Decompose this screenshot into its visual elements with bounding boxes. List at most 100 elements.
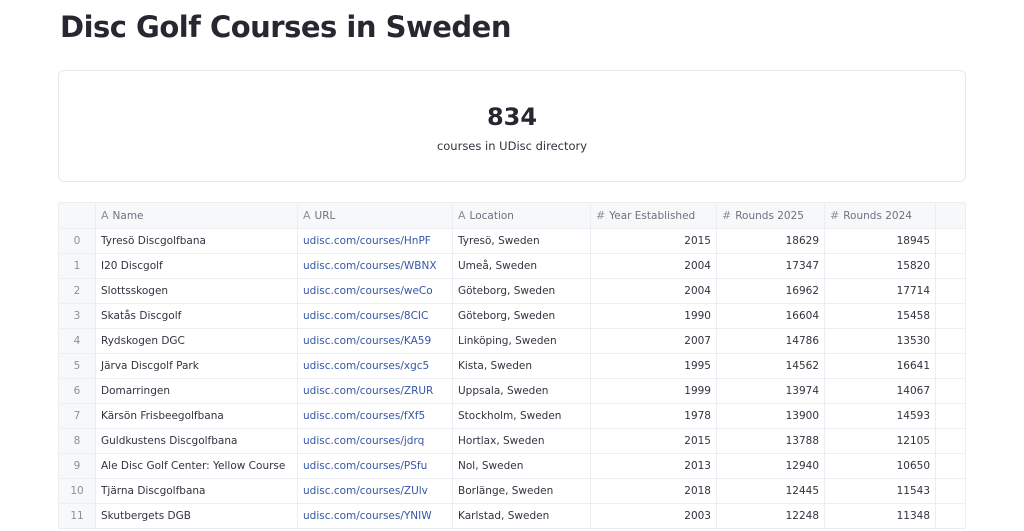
url-cell[interactable]: udisc.com/courses/fXf5 <box>297 403 453 429</box>
table-cell: Järva Discgolf Park <box>95 353 298 379</box>
table-cell: Domarringen <box>95 378 298 404</box>
table-cell: 12105 <box>824 428 936 454</box>
table-cell: 16604 <box>716 303 825 329</box>
table-cell: Rydskogen DGC <box>95 328 298 354</box>
table-cell: 14562 <box>716 353 825 379</box>
table-cell: Göteborg, Sweden <box>452 278 591 304</box>
table-cell: 11543 <box>824 478 936 504</box>
row-spacer <box>935 478 966 504</box>
table-row: 1 I20 Discgolf udisc.com/courses/WBNX Umeå,… <box>58 253 966 279</box>
table-cell: Nol, Sweden <box>452 453 591 479</box>
table-cell: 2003 <box>590 503 717 529</box>
url-cell[interactable]: udisc.com/courses/YNIW <box>297 503 453 529</box>
table-cell: Guldkustens Discgolfbana <box>95 428 298 454</box>
column-label: URL <box>314 210 336 222</box>
table-cell: Kärsön Frisbeegolfbana <box>95 403 298 429</box>
column-label: Rounds 2025 <box>735 210 804 222</box>
table-cell: 13900 <box>716 403 825 429</box>
table-cell: 2015 <box>590 428 717 454</box>
url-cell[interactable]: udisc.com/courses/ZRUR <box>297 378 453 404</box>
table-cell: 14593 <box>824 403 936 429</box>
table-cell: Tyresö Discgolfbana <box>95 228 298 254</box>
table-row: 10 Tjärna Discgolfbana udisc.com/courses/Z… <box>58 478 966 504</box>
column-type-icon: # <box>722 209 732 222</box>
table-row: 9 Ale Disc Golf Center: Yellow Course udis… <box>58 453 966 479</box>
table-cell: 12940 <box>716 453 825 479</box>
header-row: A Name A URL A Location # Year Established # Roun… <box>58 202 966 229</box>
row-spacer <box>935 428 966 454</box>
row-index: 9 <box>58 453 96 479</box>
url-cell[interactable]: udisc.com/courses/jdrq <box>297 428 453 454</box>
table-cell: Borlänge, Sweden <box>452 478 591 504</box>
row-index: 0 <box>58 228 96 254</box>
url-cell[interactable]: udisc.com/courses/KA59 <box>297 328 453 354</box>
row-index: 4 <box>58 328 96 354</box>
url-cell[interactable]: udisc.com/courses/8CIC <box>297 303 453 329</box>
row-spacer <box>935 353 966 379</box>
table-cell: 15820 <box>824 253 936 279</box>
table-cell: Tjärna Discgolfbana <box>95 478 298 504</box>
row-spacer <box>935 503 966 529</box>
table-cell: I20 Discgolf <box>95 253 298 279</box>
table-cell: 14786 <box>716 328 825 354</box>
metric-card: 834 courses in UDisc directory <box>58 70 966 182</box>
table-cell: Tyresö, Sweden <box>452 228 591 254</box>
url-cell[interactable]: udisc.com/courses/HnPF <box>297 228 453 254</box>
column-type-icon: A <box>101 209 109 222</box>
page-title: Disc Golf Courses in Sweden <box>60 10 511 44</box>
table-row: 2 Slottsskogen udisc.com/courses/weCo Göteb… <box>58 278 966 304</box>
row-spacer <box>935 228 966 254</box>
url-cell[interactable]: udisc.com/courses/xgc5 <box>297 353 453 379</box>
row-index: 11 <box>58 503 96 529</box>
row-index: 3 <box>58 303 96 329</box>
table-body: 0 Tyresö Discgolfbana udisc.com/courses/Hn… <box>58 228 966 529</box>
column-type-icon: A <box>303 209 311 222</box>
table-cell: Skatås Discgolf <box>95 303 298 329</box>
table-row: 8 Guldkustens Discgolfbana udisc.com/cours… <box>58 428 966 454</box>
table-cell: 11348 <box>824 503 936 529</box>
table-cell: 13974 <box>716 378 825 404</box>
metric-label: courses in UDisc directory <box>436 139 588 153</box>
column-header[interactable]: # Rounds 2024 <box>824 202 936 229</box>
column-header[interactable]: A Location <box>452 202 591 229</box>
url-cell[interactable]: udisc.com/courses/weCo <box>297 278 453 304</box>
column-header[interactable]: A URL <box>297 202 453 229</box>
table-cell: 15458 <box>824 303 936 329</box>
row-spacer <box>935 378 966 404</box>
table-row: 11 Skutbergets DGB udisc.com/courses/YNIW K… <box>58 503 966 529</box>
table-cell: Skutbergets DGB <box>95 503 298 529</box>
row-index: 2 <box>58 278 96 304</box>
row-index: 5 <box>58 353 96 379</box>
row-spacer <box>935 303 966 329</box>
column-header[interactable]: A Name <box>95 202 298 229</box>
table-cell: Göteborg, Sweden <box>452 303 591 329</box>
column-label: Rounds 2024 <box>843 210 912 222</box>
table-cell: Linköping, Sweden <box>452 328 591 354</box>
column-type-icon: A <box>458 209 466 222</box>
table-cell: 1978 <box>590 403 717 429</box>
table-cell: 2013 <box>590 453 717 479</box>
table-row: 5 Järva Discgolf Park udisc.com/courses/xg… <box>58 353 966 379</box>
table-row: 7 Kärsön Frisbeegolfbana udisc.com/courses… <box>58 403 966 429</box>
row-index: 6 <box>58 378 96 404</box>
table-cell: 18945 <box>824 228 936 254</box>
table-cell: 1999 <box>590 378 717 404</box>
table-cell: Hortlax, Sweden <box>452 428 591 454</box>
url-cell[interactable]: udisc.com/courses/PSfu <box>297 453 453 479</box>
column-header[interactable]: # Year Established <box>590 202 717 229</box>
url-cell[interactable]: udisc.com/courses/WBNX <box>297 253 453 279</box>
row-index: 8 <box>58 428 96 454</box>
table-cell: 1995 <box>590 353 717 379</box>
table-row: 6 Domarringen udisc.com/courses/ZRUR Uppsal… <box>58 378 966 404</box>
column-type-icon: # <box>830 209 840 222</box>
row-spacer <box>935 253 966 279</box>
table-cell: 18629 <box>716 228 825 254</box>
column-type-icon: # <box>596 209 606 222</box>
row-spacer <box>935 403 966 429</box>
column-label: Name <box>112 210 144 222</box>
url-cell[interactable]: udisc.com/courses/ZUlv <box>297 478 453 504</box>
column-header[interactable]: # Rounds 2025 <box>716 202 825 229</box>
table-cell: 13788 <box>716 428 825 454</box>
table-cell: 1990 <box>590 303 717 329</box>
